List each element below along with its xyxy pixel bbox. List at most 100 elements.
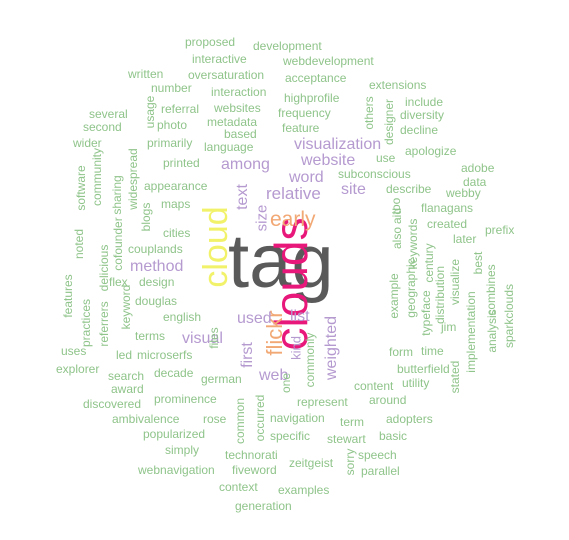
cloud-word: douglas: [135, 294, 178, 308]
cloud-word: rose: [203, 412, 227, 426]
cloud-word: interactive: [192, 52, 247, 66]
cloud-word: cofounder: [111, 217, 125, 271]
cloud-word: commonly: [303, 332, 317, 388]
cloud-word: webdevelopment: [283, 54, 374, 68]
cloud-word: stewart: [327, 432, 366, 446]
cloud-word: award: [111, 382, 144, 396]
cloud-word: site: [341, 181, 366, 198]
cloud-word: around: [369, 393, 407, 407]
cloud-word: terms: [135, 329, 165, 343]
cloud-word: flanagans: [421, 201, 474, 215]
cloud-word: sharing: [110, 175, 124, 215]
cloud-word: widespread: [126, 148, 140, 210]
cloud-word: based: [224, 127, 257, 141]
cloud-word: ambivalence: [112, 412, 180, 426]
cloud-word: practices: [79, 298, 93, 348]
cloud-word: designer: [382, 98, 396, 146]
cloud-word: created: [427, 217, 468, 231]
cloud-word: metadata: [207, 115, 258, 129]
cloud-word: discovered: [83, 397, 142, 411]
cloud-word: keyword: [119, 284, 133, 330]
cloud-word: kind: [288, 336, 304, 360]
cloud-word: several: [89, 107, 128, 121]
cloud-word: english: [163, 310, 202, 324]
cloud-word: second: [83, 120, 122, 134]
cloud-word: interaction: [211, 85, 267, 99]
cloud-word: jim: [441, 320, 457, 334]
cloud-word: primarily: [147, 136, 193, 150]
cloud-word: term: [340, 415, 364, 429]
cloud-word: aid: [390, 207, 404, 225]
cloud-word: butterfield: [397, 362, 450, 376]
cloud-word: sorry: [343, 448, 357, 476]
cloud-word: also: [390, 226, 404, 250]
cloud-word: oversaturation: [188, 68, 265, 82]
cloud-word: prefix: [485, 223, 515, 237]
cloud-word: maps: [161, 197, 191, 211]
cloud-word: basic: [379, 429, 408, 443]
cloud-word: usage: [143, 95, 157, 129]
cloud-word: data: [463, 175, 487, 189]
cloud-word: adobe: [461, 161, 495, 175]
cloud-word: printed: [163, 156, 200, 170]
cloud-word: text: [234, 184, 251, 210]
cloud-word: websites: [214, 101, 261, 115]
cloud-word: visual: [182, 330, 223, 347]
cloud-word: explorer: [56, 362, 100, 376]
cloud-word: files: [207, 327, 221, 349]
cloud-word: parallel: [361, 464, 400, 478]
cloud-word: occurred: [253, 394, 267, 442]
cloud-word: first: [239, 342, 256, 368]
cloud-word: common: [233, 397, 247, 445]
cloud-word: website: [301, 152, 356, 169]
cloud-word: photo: [157, 118, 188, 132]
cloud-word: features: [61, 274, 75, 318]
cloud-word: form: [389, 345, 413, 359]
cloud-word: one: [279, 372, 293, 394]
cloud-word: popularized: [143, 427, 206, 441]
cloud-word: utility: [402, 376, 430, 390]
cloud-word: geographic: [404, 258, 418, 318]
cloud-word: decade: [154, 366, 194, 380]
cloud-word: zeitgeist: [289, 456, 334, 470]
cloud-word: referral: [161, 102, 200, 116]
cloud-word: sparkclouds: [502, 283, 516, 349]
cloud-word: implementation: [464, 291, 478, 373]
cloud-word: written: [128, 67, 164, 81]
cloud-word: wider: [73, 136, 102, 150]
cloud-word: referrers: [97, 301, 111, 347]
cloud-word: simply: [165, 443, 200, 457]
cloud-word: design: [139, 275, 175, 289]
cloud-word: frequency: [278, 106, 331, 120]
cloud-word: proposed: [185, 35, 236, 49]
cloud-word: acceptance: [285, 71, 347, 85]
cloud-word: search: [108, 369, 145, 383]
cloud-word: combines: [484, 264, 498, 316]
cloud-word: represent: [297, 395, 348, 409]
cloud-word: word: [289, 169, 324, 186]
cloud-word: feature: [282, 121, 320, 135]
cloud-word: highprofile: [284, 91, 340, 105]
cloud-word: led: [116, 348, 133, 362]
cloud-word: best: [471, 251, 485, 275]
cloud-word: webby: [446, 186, 481, 200]
cloud-word: relative: [266, 184, 321, 203]
cloud-word: used: [237, 310, 272, 327]
cloud-word: visualization: [294, 136, 382, 153]
cloud-word: speech: [358, 448, 397, 462]
cloud-word: webnavigation: [138, 463, 215, 477]
cloud-word: distribution: [433, 265, 447, 325]
cloud-word: include: [405, 95, 444, 109]
cloud-word: content: [354, 379, 394, 393]
cloud-word: apologize: [405, 144, 457, 158]
cloud-word: weighted: [323, 315, 340, 381]
cloud-word: analysis: [485, 309, 499, 353]
cloud-word: specific: [270, 429, 311, 443]
cloud-word: fiveword: [232, 463, 277, 477]
cloud-word: method: [130, 258, 184, 275]
cloud-word: decline: [400, 123, 439, 137]
cloud-word: language: [204, 140, 254, 154]
cloud-word: diversity: [400, 108, 445, 122]
cloud-word: appearance: [144, 179, 208, 193]
